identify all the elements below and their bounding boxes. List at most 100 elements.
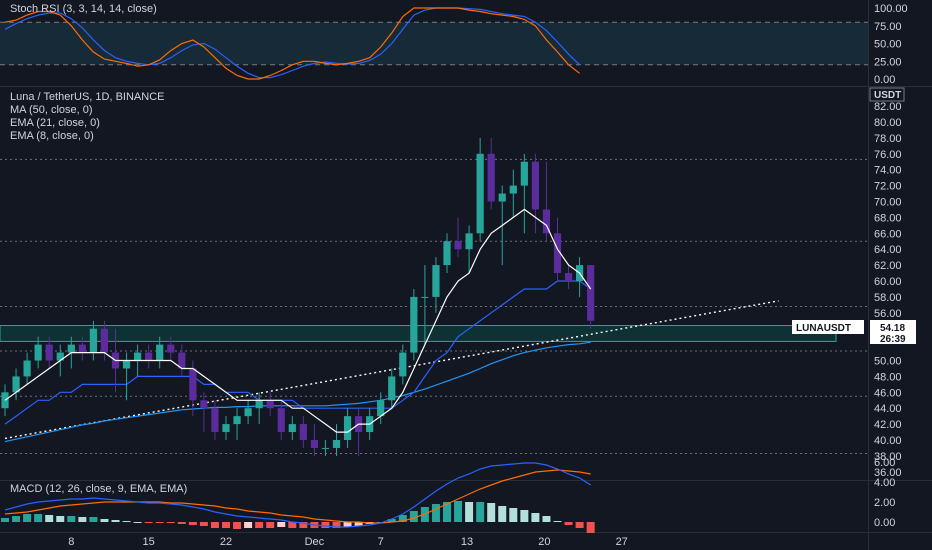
macd-histogram-bar[interactable] (199, 522, 208, 526)
ema8-legend[interactable]: EMA (8, close, 0) (10, 130, 94, 142)
candle[interactable] (255, 400, 263, 409)
candle[interactable] (167, 344, 175, 353)
time-axis[interactable]: 8 15 22 Dec 7 13 20 27 (68, 536, 628, 548)
candle[interactable] (78, 344, 86, 353)
candle[interactable] (211, 408, 219, 433)
candle[interactable] (222, 424, 230, 433)
macd-histogram-bar[interactable] (454, 501, 463, 522)
macd-histogram-bar[interactable] (177, 522, 186, 524)
macd-histogram-bar[interactable] (509, 508, 518, 522)
candle[interactable] (233, 416, 241, 425)
macd-histogram-bar[interactable] (222, 522, 230, 528)
trend-line[interactable] (4, 300, 779, 440)
macd-histogram-bar[interactable] (476, 502, 485, 522)
candle[interactable] (553, 233, 562, 274)
macd-histogram-bar[interactable] (210, 522, 219, 528)
macd-histogram-bar[interactable] (255, 522, 264, 528)
candle[interactable] (288, 424, 296, 433)
macd-histogram-bar[interactable] (277, 522, 286, 527)
ema8-line[interactable] (4, 208, 592, 433)
stoch-rsi-pane[interactable] (0, 7, 868, 80)
candle[interactable] (465, 233, 473, 250)
last-price-tag[interactable] (870, 320, 916, 344)
candle[interactable] (421, 296, 429, 298)
price-axis[interactable]: 100.00 75.00 50.00 25.00 0.00 82.00 80.00 78.00… (874, 3, 908, 529)
candle[interactable] (487, 153, 495, 202)
macd-histogram-bar[interactable] (1, 518, 9, 522)
macd-histogram-bar[interactable] (354, 522, 363, 526)
macd-line[interactable] (4, 462, 592, 528)
macd-histogram-bar[interactable] (487, 503, 496, 522)
candle[interactable] (45, 344, 53, 361)
macd-histogram-bar[interactable] (166, 522, 175, 523)
candle[interactable] (454, 241, 462, 250)
candle[interactable] (443, 241, 451, 266)
macd-histogram-bar[interactable] (78, 517, 87, 522)
candle[interactable] (145, 352, 153, 361)
macd-histogram-bar[interactable] (398, 515, 407, 522)
stoch-legend[interactable]: Stoch RSI (3, 3, 14, 14, close) (10, 3, 157, 15)
ma50-legend[interactable]: MA (50, close, 0) (10, 104, 93, 116)
macd-histogram-bar[interactable] (575, 522, 584, 528)
macd-histogram-bar[interactable] (564, 522, 573, 525)
ema21-legend[interactable]: EMA (21, close, 0) (10, 117, 100, 129)
candle[interactable] (587, 265, 595, 321)
candle[interactable] (277, 408, 285, 433)
macd-histogram-bar[interactable] (586, 522, 595, 533)
macd-histogram-bar[interactable] (56, 516, 65, 522)
macd-histogram-bar[interactable] (45, 515, 54, 522)
candle[interactable] (244, 408, 252, 417)
candle[interactable] (34, 344, 42, 361)
candle[interactable] (399, 352, 407, 377)
macd-histogram-bar[interactable] (144, 522, 153, 523)
candle[interactable] (67, 344, 75, 353)
candle[interactable] (100, 328, 109, 353)
macd-histogram-bar[interactable] (498, 506, 507, 522)
candle[interactable] (332, 440, 341, 448)
candle[interactable] (388, 376, 396, 401)
candle[interactable] (509, 185, 517, 194)
macd-histogram-bar[interactable] (288, 522, 297, 528)
currency-tag[interactable] (869, 87, 905, 102)
macd-histogram-bar[interactable] (89, 517, 98, 522)
candle[interactable] (299, 424, 307, 440)
candle[interactable] (12, 376, 20, 393)
candle[interactable] (89, 328, 97, 353)
macd-histogram-bar[interactable] (465, 502, 474, 522)
candle[interactable] (156, 344, 164, 361)
macd-histogram-bar[interactable] (299, 522, 308, 528)
candle[interactable] (343, 416, 352, 440)
macd-histogram-bar[interactable] (12, 516, 21, 522)
candle[interactable] (122, 360, 131, 369)
stoch-k-line[interactable] (4, 7, 580, 80)
candle[interactable] (432, 265, 440, 297)
candle[interactable] (410, 296, 418, 353)
macd-histogram-bar[interactable] (431, 504, 440, 522)
macd-histogram-bar[interactable] (244, 522, 253, 528)
macd-histogram-bar[interactable] (409, 511, 418, 522)
macd-histogram-bar[interactable] (321, 522, 330, 528)
macd-histogram-bar[interactable] (266, 522, 275, 528)
macd-histogram-bar[interactable] (34, 514, 43, 522)
macd-histogram-bar[interactable] (188, 522, 197, 525)
macd-histogram-bar[interactable] (531, 513, 540, 522)
macd-histogram-bar[interactable] (67, 516, 76, 522)
candle[interactable] (23, 360, 31, 377)
candle[interactable] (189, 368, 197, 401)
support-zone[interactable] (0, 325, 837, 342)
price-pane[interactable] (0, 137, 868, 456)
macd-histogram-bar[interactable] (155, 522, 164, 523)
symbol-title[interactable]: Luna / TetherUS, 1D, BINANCE (10, 91, 164, 103)
candle[interactable] (520, 161, 528, 186)
candle[interactable] (542, 209, 551, 234)
macd-histogram-bar[interactable] (233, 522, 242, 529)
macd-histogram-bar[interactable] (542, 516, 551, 522)
macd-pane[interactable] (1, 462, 595, 533)
macd-histogram-bar[interactable] (332, 522, 341, 528)
macd-histogram-bar[interactable] (520, 510, 529, 522)
macd-histogram-bar[interactable] (387, 519, 396, 522)
macd-histogram-bar[interactable] (133, 522, 142, 523)
ma50-line[interactable] (4, 341, 591, 443)
macd-histogram-bar[interactable] (122, 521, 131, 522)
